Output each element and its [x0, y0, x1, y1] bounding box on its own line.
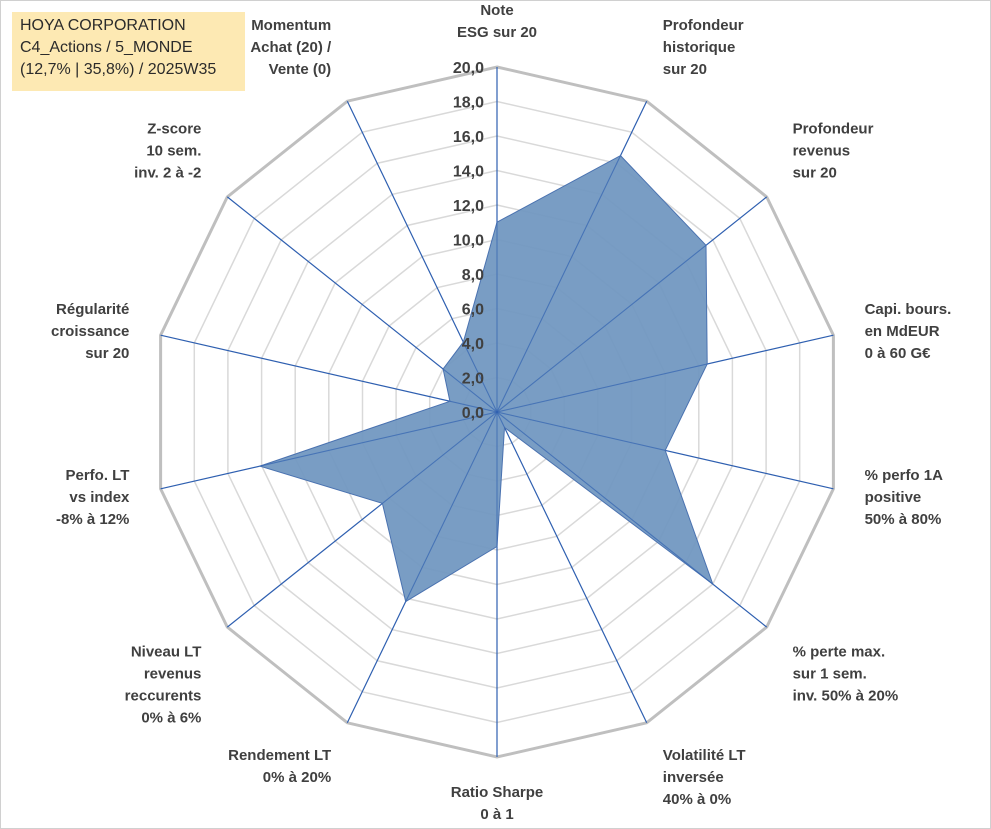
axis-label: Capi. bours. en MdEUR 0 à 60 G€	[865, 301, 952, 362]
tick-label: 16,0	[453, 129, 484, 146]
axis-spoke-overlay	[462, 341, 498, 413]
axis-label-line: % perte max.	[793, 644, 886, 661]
tick-label: 8,0	[462, 267, 484, 284]
axis-label: Perfo. LT vs index -8% à 12%	[56, 467, 130, 528]
axis-label: Profondeur historique sur 20	[663, 17, 744, 78]
axis-label: Niveau LT revenus reccurents 0% à 6%	[125, 644, 202, 727]
tick-label: 14,0	[453, 164, 484, 181]
axis-label: Ratio Sharpe 0 à 1	[451, 784, 544, 823]
axis-spoke	[160, 334, 498, 413]
axis-spoke-overlay	[496, 411, 666, 451]
axis-label-line: Volatilité LT	[663, 747, 746, 764]
axis-label-line: revenus	[793, 142, 851, 159]
axis-label-line: revenus	[144, 666, 202, 683]
portfolio-label: C4_Actions / 5_MONDE	[20, 39, 193, 56]
tick-label: 20,0	[453, 60, 484, 77]
axis-label: Z-score 10 sem. inv. 2 à -2	[134, 120, 201, 181]
axis-label-line: vs index	[69, 489, 130, 506]
axis-label-line: Achat (20) /	[250, 39, 332, 56]
axis-label-line: sur 20	[85, 345, 129, 362]
axis-label-line: Ratio Sharpe	[451, 784, 544, 801]
stats-label: (12,7% | 35,8%) / 2025W35	[20, 61, 217, 78]
axis-label: Régularité croissance sur 20	[51, 301, 129, 362]
axis-label-line: sur 1 sem.	[793, 666, 867, 683]
axis-label-line: inv. 2 à -2	[134, 164, 201, 181]
axis-label-line: sur 20	[793, 164, 837, 181]
data-series	[258, 154, 714, 603]
axis-spoke-overlay	[496, 411, 714, 585]
axis-label-line: Vente (0)	[269, 61, 332, 78]
axis-spoke-overlay	[496, 411, 505, 428]
axis-label: Volatilité LT inversée 40% à 0%	[663, 747, 746, 808]
axis-spoke-overlay	[259, 411, 498, 467]
tick-label: 4,0	[462, 336, 484, 353]
axis-label-line: Profondeur	[663, 17, 744, 34]
axis-spoke-overlay	[442, 368, 498, 413]
axis-label-line: Rendement LT	[228, 747, 331, 764]
axis-label-line: Régularité	[56, 301, 129, 318]
axis-label-line: en MdEUR	[865, 323, 940, 340]
axis-label-line: reccurents	[125, 688, 202, 705]
tick-label: 2,0	[462, 371, 484, 388]
axis-label-line: croissance	[51, 323, 129, 340]
axis-label-line: Niveau LT	[131, 644, 202, 661]
axis-spoke-overlay	[449, 400, 498, 413]
axis-label-line: 0 à 1	[480, 806, 513, 823]
axis-label-line: Note	[480, 2, 513, 19]
axis-label: % perte max. sur 1 sem. inv. 50% à 20%	[793, 644, 899, 705]
info-box: HOYA CORPORATION C4_Actions / 5_MONDE (1…	[12, 12, 245, 91]
axis-label: % perfo 1A positive 50% à 80%	[865, 467, 944, 528]
axis-spoke-overlay	[382, 411, 498, 504]
axis-label-line: inv. 50% à 20%	[793, 688, 899, 705]
axis-label-line: 0 à 60 G€	[865, 345, 932, 362]
axis-label-line: Capi. bours.	[865, 301, 952, 318]
tick-labels: 0,0 2,0 4,0 6,0 8,0 10,0 12,0 14,0 16,0 18,0 20,0	[453, 60, 484, 422]
axis-label-line: 0% à 20%	[263, 769, 331, 786]
axis-spoke-overlay	[496, 363, 708, 413]
axis-label-line: 50% à 80%	[865, 511, 942, 528]
axis-label: Momentum Achat (20) / Vente (0)	[250, 17, 332, 78]
tick-label: 18,0	[453, 95, 484, 112]
axis-spoke-overlay	[496, 244, 707, 413]
axis-label-line: Momentum	[251, 17, 331, 34]
axis-label-line: inversée	[663, 769, 724, 786]
axis-label-line: Perfo. LT	[66, 467, 130, 484]
tick-label: 12,0	[453, 198, 484, 215]
axis-label-line: Profondeur	[793, 120, 874, 137]
axis-label-line: % perfo 1A	[865, 467, 944, 484]
axis-label-line: 10 sem.	[146, 142, 201, 159]
axis-label: Rendement LT 0% à 20%	[228, 747, 331, 786]
axis-spoke	[496, 411, 648, 724]
axis-label-line: Z-score	[147, 120, 201, 137]
axis-label: Profondeur revenus sur 20	[793, 120, 874, 181]
axis-spoke-overlay	[405, 411, 498, 602]
tick-label: 0,0	[462, 405, 484, 422]
axis-label-line: 40% à 0%	[663, 791, 731, 808]
axis-label-line: positive	[865, 489, 922, 506]
company-name: HOYA CORPORATION	[20, 17, 186, 34]
axis-label-line: 0% à 6%	[141, 710, 201, 727]
axis-spoke-overlay	[496, 155, 621, 413]
tick-label: 6,0	[462, 302, 484, 319]
axis-label-line: historique	[663, 39, 736, 56]
axis-label: Note ESG sur 20	[457, 2, 537, 41]
axis-label-line: ESG sur 20	[457, 24, 537, 41]
tick-label: 10,0	[453, 233, 484, 250]
axis-label-line: sur 20	[663, 61, 707, 78]
axis-label-line: -8% à 12%	[56, 511, 129, 528]
axis-labels: Note ESG sur 20 Profondeur historique sur 20…	[51, 2, 951, 823]
